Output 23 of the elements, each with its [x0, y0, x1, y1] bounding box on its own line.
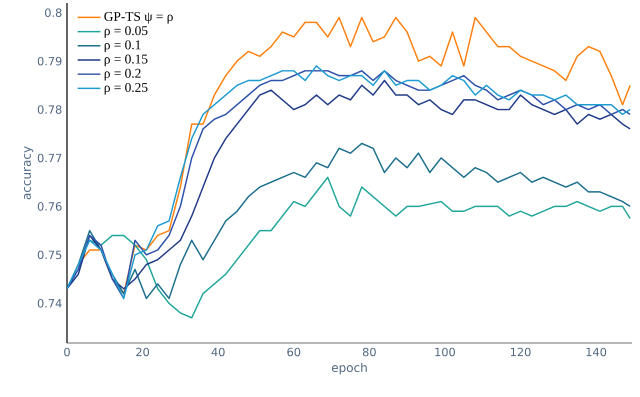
y-tick-label: 0.77	[38, 154, 62, 162]
legend-label: ρ = 0.05	[104, 26, 148, 38]
y-tick-label: 0.8	[45, 8, 62, 17]
y-tick-label: 0.75	[38, 250, 62, 260]
legend-label: ρ = 0.15	[104, 54, 148, 66]
x-tick-label: 120	[510, 348, 531, 356]
x-tick-label: 20	[136, 348, 150, 356]
x-tick-label: 60	[287, 348, 300, 356]
x-tick-label: 0	[64, 348, 70, 356]
x-tick-label: 80	[362, 348, 376, 356]
x-tick-label: 140	[586, 348, 606, 356]
x-axis-title: epoch	[332, 362, 367, 374]
x-tick-label: 100	[435, 348, 455, 356]
y-axis-title: accuracy	[24, 146, 34, 200]
x-tick-label: 40	[212, 348, 225, 356]
y-tick-label: 0.76	[38, 202, 62, 211]
y-tick-label: 0.74	[38, 299, 62, 308]
legend-label: ρ = 0.2	[104, 68, 141, 80]
y-tick-label: 0.78	[38, 105, 62, 114]
legend-label: ρ = 0.25	[104, 82, 148, 95]
y-tick-label: 0.79	[38, 56, 62, 66]
legend-label: ρ = 0.1	[104, 40, 141, 52]
legend-label: GP-TS ψ = ρ	[104, 12, 173, 24]
